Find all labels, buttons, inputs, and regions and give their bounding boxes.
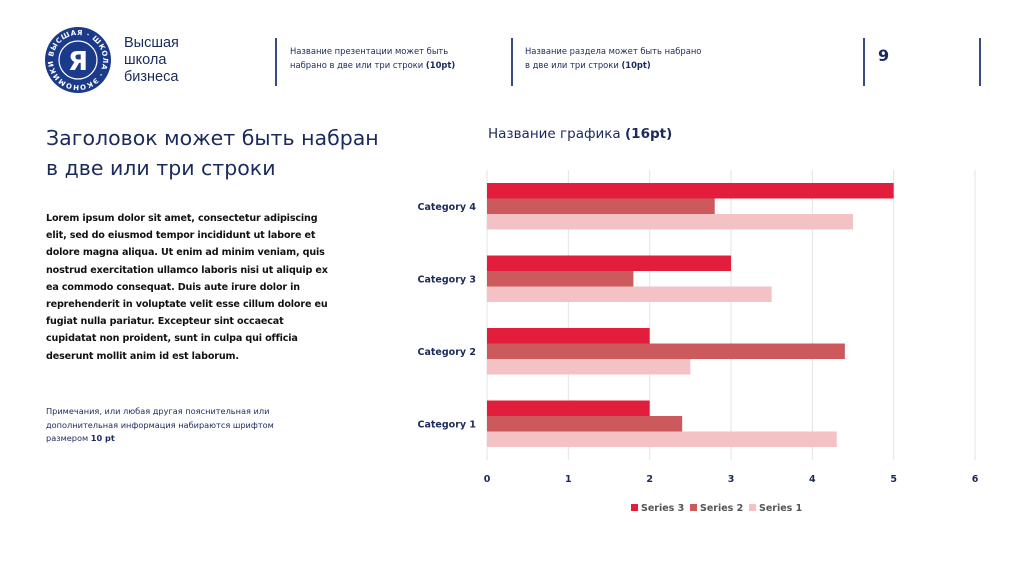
bar-series-3	[487, 328, 650, 344]
bar-series-1	[487, 431, 837, 447]
bar-series-3	[487, 183, 894, 199]
header-divider-4	[979, 38, 981, 86]
body-line: dolore magna aliqua. Ut enim ad minim ve…	[46, 247, 325, 259]
section-title-size: (10pt)	[621, 59, 651, 70]
body-line: deserunt mollit anim id est laborum.	[46, 350, 239, 362]
notes-text: Примечания, или любая другая пояснительн…	[46, 405, 274, 446]
header-divider-3	[863, 38, 865, 86]
body-line: nostrud exercitation ullamco laboris nis…	[46, 264, 328, 276]
bar-series-1	[487, 286, 772, 302]
body-line: elit, sed do eiusmod tempor incididunt u…	[46, 230, 316, 242]
header-divider-2	[511, 38, 513, 86]
x-tick-label: 2	[646, 474, 653, 485]
bar-series-2	[487, 416, 683, 432]
legend-label: Series 3	[641, 503, 684, 514]
notes-size: 10 pt	[90, 433, 115, 443]
bar-series-3	[487, 400, 650, 416]
presentation-title: Название презентации может быть набрано …	[290, 45, 455, 72]
hse-logo-icon: ВЫСШАЯ · ШКОЛА · ЭКОНОМИКИ · Я	[44, 26, 111, 93]
chart-title-text: Название графика	[488, 126, 625, 142]
body-line: fugiat nulla pariatur. Excepteur sint oc…	[46, 316, 284, 328]
presentation-title-line-1: Название презентации может быть	[290, 46, 449, 56]
body-line: ea commodo consequat. Duis aute irure do…	[46, 281, 300, 293]
x-tick-label: 5	[890, 474, 897, 485]
section-title-line-1: Название раздела может быть набрано	[525, 46, 702, 56]
logo-line-3: бизнеса	[124, 69, 179, 85]
category-label: Category 2	[418, 347, 477, 358]
bar-series-3	[487, 255, 731, 271]
chart-title-size: (16pt)	[625, 126, 673, 142]
logo-monogram: Я	[68, 47, 88, 77]
category-label: Category 4	[418, 202, 477, 213]
section-title-line-2: в две или три строки	[525, 59, 622, 70]
x-tick-label: 6	[972, 474, 979, 485]
logo-line-1: Высшая	[124, 35, 179, 51]
presentation-title-size: (10pt)	[425, 59, 456, 70]
category-label: Category 3	[418, 274, 477, 285]
body-line: reprehenderit in voluptate velit esse ci…	[46, 299, 328, 311]
page-title-line-1: Заголовок может быть набран	[46, 126, 379, 150]
page-number: 9	[878, 46, 890, 65]
x-tick-label: 3	[728, 474, 735, 485]
legend-label: Series 2	[700, 503, 743, 514]
x-tick-label: 0	[484, 474, 491, 485]
logo-text: Высшая школа бизнеса	[124, 35, 179, 86]
body-line: Lorem ipsum dolor sit amet, consectetur …	[46, 213, 318, 224]
notes-line-1: Примечания, или любая другая пояснительн…	[46, 406, 270, 416]
logo-line-2: школа	[124, 52, 167, 68]
bar-series-2	[487, 198, 715, 214]
bar-series-2	[487, 271, 634, 287]
legend-swatch	[749, 504, 756, 511]
bar-series-1	[487, 214, 853, 230]
bar-series-2	[487, 343, 845, 359]
x-tick-label: 1	[565, 474, 572, 485]
category-label: Category 1	[418, 419, 477, 430]
presentation-title-line-2: набрано в две или три строки	[290, 59, 426, 70]
notes-line-3: размером	[46, 433, 91, 443]
section-title: Название раздела может быть набрано в дв…	[525, 45, 701, 72]
notes-line-2: дополнительная информация набираются шри…	[46, 419, 274, 430]
header-divider-1	[275, 38, 277, 86]
x-tick-label: 4	[809, 474, 816, 485]
legend-label: Series 1	[759, 503, 802, 514]
page-title: Заголовок может быть набран в две или тр…	[46, 123, 379, 183]
legend-swatch	[690, 504, 697, 511]
bar-series-1	[487, 359, 691, 375]
body-text: Lorem ipsum dolor sit amet, consectetur …	[46, 210, 346, 365]
chart-title: Название графика (16pt)	[488, 126, 672, 142]
page-title-line-2: в две или три строки	[46, 156, 276, 180]
body-line: cupidatat non proident, sunt in culpa qu…	[46, 333, 298, 345]
legend-swatch	[631, 504, 638, 511]
